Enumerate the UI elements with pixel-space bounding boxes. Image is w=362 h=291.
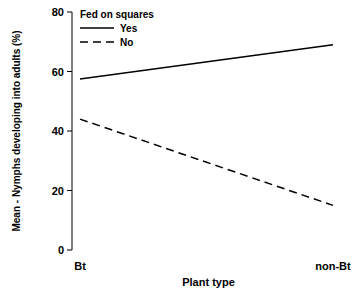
y-tick	[67, 250, 72, 251]
legend-label: No	[120, 37, 133, 48]
plot-area	[80, 45, 333, 206]
y-axis-label: Mean - Nymphs developing into adults (%)	[11, 30, 22, 231]
y-tick	[67, 190, 72, 191]
x-tick-label: Bt	[74, 260, 86, 272]
y-tick-label: 20	[52, 185, 64, 197]
series-line	[80, 45, 333, 79]
legend-label: Yes	[120, 23, 138, 34]
legend-swatch	[80, 41, 114, 43]
y-tick-label: 40	[52, 125, 64, 137]
y-tick-label: 0	[58, 244, 64, 256]
legend: Fed on squares Yes No	[80, 9, 154, 48]
x-axis-label: Plant type	[182, 276, 235, 288]
series-line	[80, 119, 333, 205]
chart-svg: 0 20 40 60 80 Bt non-Bt Plant type Mean - Nymphs…	[0, 0, 362, 291]
y-tick	[67, 71, 72, 72]
chart: 0 20 40 60 80 Bt non-Bt Plant type Mean - Nymphs…	[0, 0, 362, 291]
legend-title: Fed on squares	[80, 9, 154, 20]
y-tick	[67, 12, 72, 13]
y-tick-label: 60	[52, 66, 64, 78]
y-tick-label: 80	[52, 6, 64, 18]
y-tick	[67, 131, 72, 132]
legend-swatch	[80, 27, 114, 29]
x-tick-label: non-Bt	[315, 260, 351, 272]
